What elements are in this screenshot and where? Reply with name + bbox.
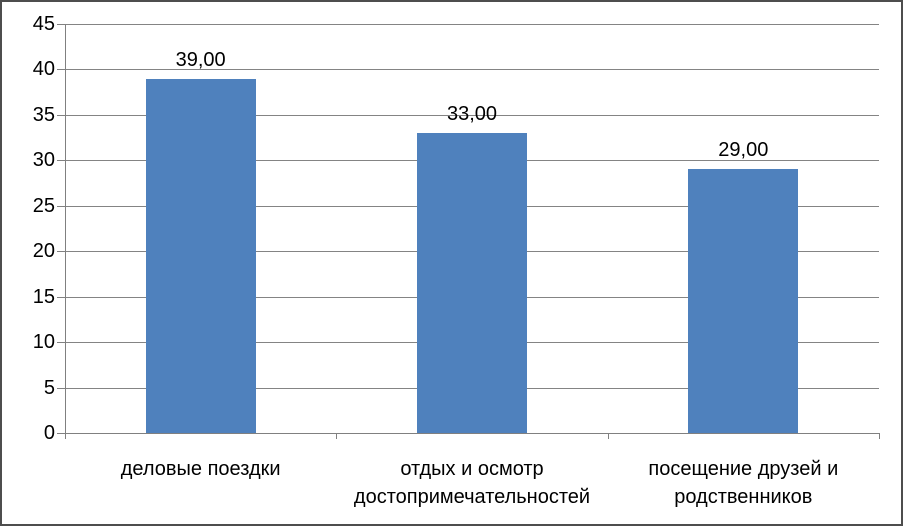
y-axis-tick-mark [57, 205, 65, 207]
bar [145, 78, 256, 433]
y-axis-tick-label: 0 [43, 422, 55, 444]
category-label: отдых и осмотр достопримечательностей [353, 458, 591, 508]
y-axis-tick-label: 15 [32, 285, 55, 308]
y-axis-tick-mark [57, 296, 65, 298]
y-axis-tick-label: 45 [32, 13, 55, 35]
y-axis-tick-mark [57, 387, 65, 389]
y-axis-tick-mark [57, 114, 65, 116]
y-axis-tick-mark [57, 251, 65, 253]
x-axis-tick-mark [336, 433, 338, 439]
y-axis-tick-label: 40 [32, 58, 55, 81]
gridline [65, 114, 879, 116]
y-axis-tick-mark [57, 160, 65, 162]
gridline [65, 24, 879, 25]
bar-value-label: 29,00 [718, 139, 769, 162]
y-axis-tick-mark [57, 69, 65, 71]
y-axis-tick-label: 20 [32, 240, 55, 263]
y-axis-tick-label: 10 [32, 331, 55, 354]
category-label: посещение друзей и родственников [648, 458, 839, 508]
x-axis-tick-mark [607, 433, 609, 439]
y-axis-line [65, 24, 66, 433]
x-axis-tick-mark [879, 433, 880, 439]
bar-value-label: 39,00 [175, 48, 226, 71]
category-label: деловые поездки [120, 458, 281, 480]
gridline [65, 69, 879, 71]
bar-value-label: 33,00 [446, 103, 498, 126]
x-axis-line [65, 433, 879, 434]
y-axis-tick-label: 5 [43, 376, 55, 399]
x-axis-tick-mark [65, 433, 66, 439]
bar [688, 169, 799, 433]
y-axis-tick-label: 25 [32, 194, 55, 217]
y-axis-tick-label: 35 [32, 103, 55, 126]
y-axis-tick-mark [57, 433, 65, 434]
y-axis-tick-label: 30 [32, 149, 55, 172]
y-axis-tick-mark [57, 342, 65, 344]
y-axis-tick-mark [57, 24, 65, 25]
bar [417, 133, 527, 433]
